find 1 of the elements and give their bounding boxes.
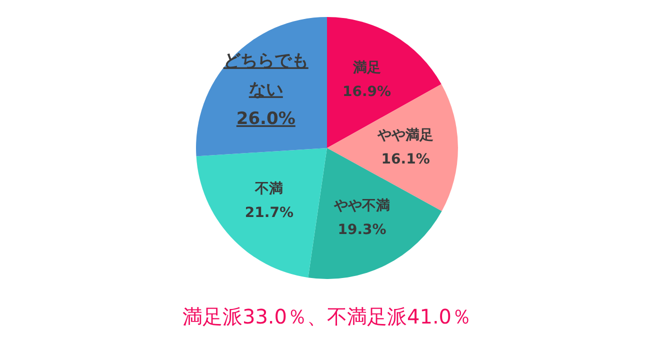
annotation: 満足派33.0％、不満足派41.0％ <box>182 304 472 328</box>
